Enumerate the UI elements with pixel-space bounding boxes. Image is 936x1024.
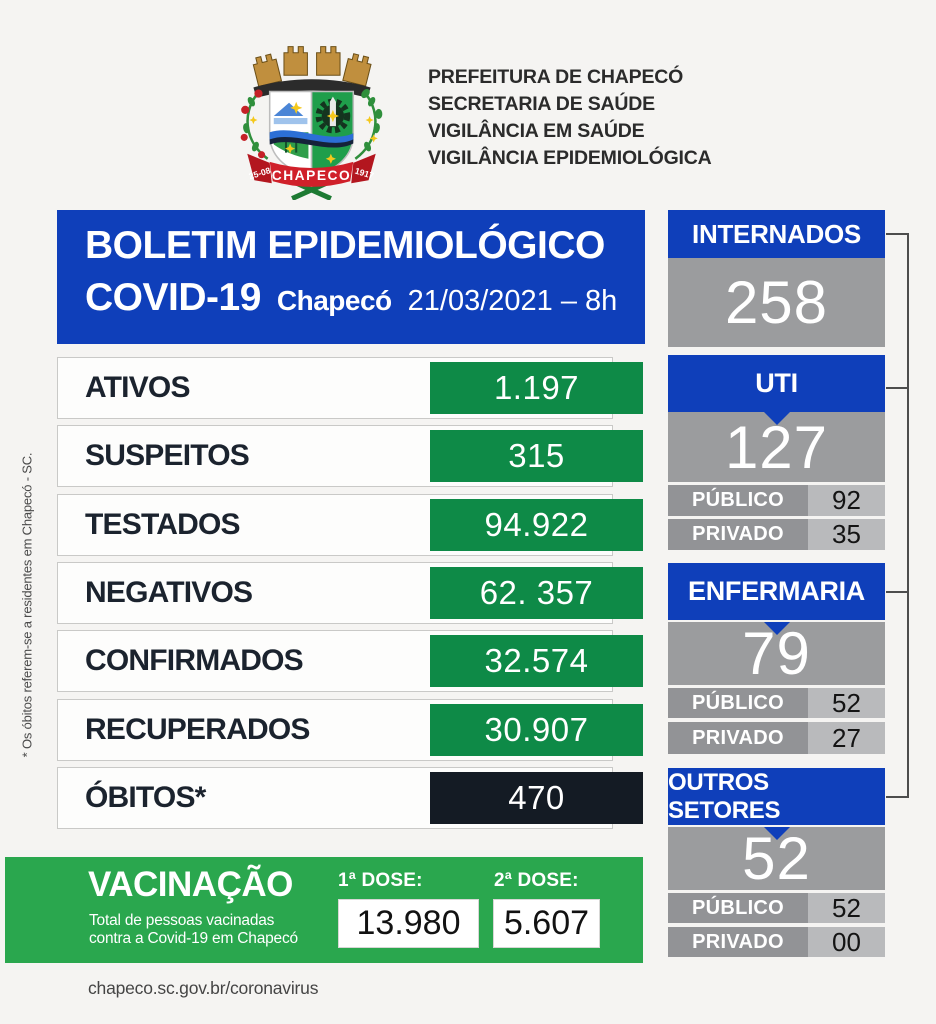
internados-header: INTERNADOS [668,210,885,258]
left-branch [240,89,269,160]
right-branch [354,89,383,160]
footer-url: chapeco.sc.gov.br/coronavirus [88,978,319,998]
org-line-4: VIGILÂNCIA EPIDEMIOLÓGICA [428,147,712,169]
crown-band [253,79,371,98]
outros-publico-row: PÚBLICO 52 [668,893,885,923]
stat-label: TESTADOS [85,508,241,541]
bracket-stub-outros [886,796,908,798]
dose1-label: 1ª DOSE: [338,870,423,891]
org-line-2: SECRETARIA DE SAÚDE [428,93,655,115]
internados-value-box: 258 [668,258,885,347]
enfermaria-publico-value: 52 [808,688,885,718]
dose2-label: 2ª DOSE: [494,870,579,891]
stat-row-recuperados: RECUPERADOS 30.907 [57,699,645,761]
stat-value: 62. 357 [430,567,643,619]
enfermaria-value-box: 79 [668,620,885,687]
enfermaria-privado-value: 27 [808,722,885,754]
outros-setores-header: OUTROS SETORES [668,768,885,825]
ribbon-city-text: CHAPECO [272,168,351,183]
enfermaria-privado-row: PRIVADO 27 [668,722,885,754]
stat-value: 315 [430,430,643,482]
publico-label: PÚBLICO [668,893,808,923]
stat-label: ÓBITOS* [85,781,206,814]
coat-of-arms-graphic: CHAPECO 25-08 1917 [240,46,383,201]
uti-publico-value: 92 [808,485,885,516]
city-coat-of-arms: CHAPECO 25-08 1917 [233,34,391,201]
stat-row-ativos: ATIVOS 1.197 [57,357,645,419]
vaccination-subtitle: Total de pessoas vacinadas contra a Covi… [89,912,298,948]
stat-label: RECUPERADOS [85,713,310,746]
dose2-value-box: 5.607 [493,899,600,948]
org-line-3: VIGILÂNCIA EM SAÚDE [428,120,645,142]
bracket-vertical-line [907,233,909,798]
internados-value: 258 [724,269,829,336]
bulletin-date: 21/03/2021 – 8h [407,285,618,317]
stat-row-testados: TESTADOS 94.922 [57,494,645,556]
enfermaria-publico-row: PÚBLICO 52 [668,688,885,718]
stat-label: CONFIRMADOS [85,644,304,677]
privado-label: PRIVADO [668,927,808,957]
stat-row-confirmados: CONFIRMADOS 32.574 [57,630,645,692]
bracket-stub-internados [886,233,908,235]
stat-row-negativos: NEGATIVOS 62. 357 [57,562,645,624]
dose1-value-box: 13.980 [338,899,479,948]
uti-privado-row: PRIVADO 35 [668,519,885,550]
obitos-footnote: * Os óbitos referem-se a residentes em C… [19,452,35,758]
stat-value: 30.907 [430,704,643,756]
publico-label: PÚBLICO [668,688,808,718]
stat-label: ATIVOS [85,371,190,404]
stat-value: 32.574 [430,635,643,687]
privado-label: PRIVADO [668,722,808,754]
stat-label: SUSPEITOS [85,439,250,472]
stat-row-obitos: ÓBITOS* 470 [57,767,645,829]
uti-header: UTI [668,355,885,412]
vaccination-subtitle-line2: contra a Covid-19 em Chapecó [89,930,298,947]
bulletin-title-box: BOLETIM EPIDEMIOLÓGICO COVID-19 Chapecó … [57,210,645,344]
bulletin-title-line2: COVID-19 [85,276,261,319]
stat-value: 94.922 [430,499,643,551]
stat-row-suspeitos: SUSPEITOS 315 [57,425,645,487]
stat-label: NEGATIVOS [85,576,253,609]
stat-value: 1.197 [430,362,643,414]
bracket-stub-uti [886,387,908,389]
vaccination-subtitle-line1: Total de pessoas vacinadas [89,912,275,929]
org-header: PREFEITURA DE CHAPECÓ SECRETARIA DE SAÚD… [428,64,712,172]
uti-privado-value: 35 [808,519,885,550]
publico-label: PÚBLICO [668,485,808,516]
pointer-down-icon [763,622,790,635]
ribbon: CHAPECO 25-08 1917 [247,153,376,187]
outros-publico-value: 52 [808,893,885,923]
pointer-down-icon [763,827,790,840]
uti-value-box: 127 [668,412,885,482]
crown-towers [252,46,372,88]
bracket-stub-enfermaria [886,591,908,593]
enfermaria-header: ENFERMARIA [668,563,885,620]
privado-label: PRIVADO [668,519,808,550]
vaccination-title: VACINAÇÃO [88,865,293,904]
uti-publico-row: PÚBLICO 92 [668,485,885,516]
bulletin-city: Chapecó [276,285,392,316]
outros-privado-row: PRIVADO 00 [668,927,885,957]
stat-value: 470 [430,772,643,824]
pointer-down-icon [763,412,790,425]
outros-setores-value-box: 52 [668,825,885,892]
outros-privado-value: 00 [808,927,885,957]
org-line-1: PREFEITURA DE CHAPECÓ [428,66,684,88]
vaccination-band: VACINAÇÃO Total de pessoas vacinadas con… [5,857,643,963]
bulletin-title-line1: BOLETIM EPIDEMIOLÓGICO [85,224,605,267]
stars [284,101,340,164]
